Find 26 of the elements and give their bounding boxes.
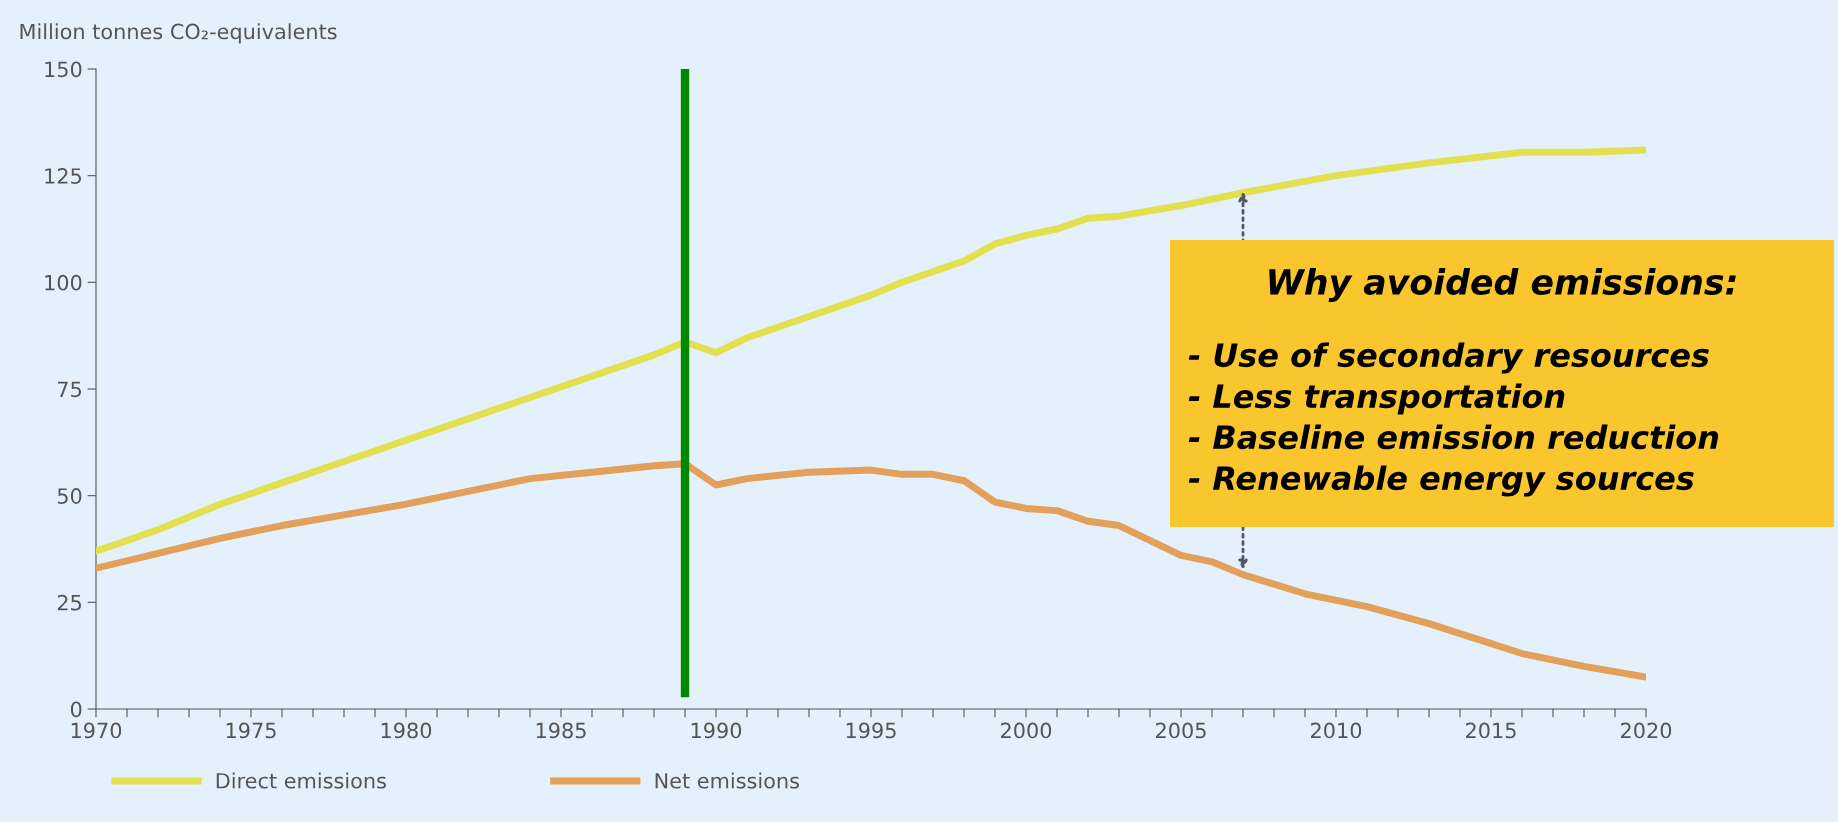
annotation: - Renewable energy sources: [1188, 465, 1694, 497]
x-tick-label: 1995: [846, 722, 896, 739]
annotation: Why avoided emissions:: [1269, 268, 1736, 302]
y-tick-label: 150: [45, 61, 82, 78]
y-tick-label: 25: [57, 594, 81, 611]
x-tick-label: 2020: [1621, 722, 1672, 739]
y-tick-label: 125: [45, 168, 81, 184]
x-tick-label: 2015: [1466, 722, 1516, 739]
y-tick-label: 0: [70, 701, 82, 718]
x-tick-label: 1990: [691, 722, 742, 739]
legend-label: Net emissions: [655, 772, 799, 789]
x-tick-label: 1975: [226, 722, 276, 739]
x-tick-label: 1980: [381, 722, 432, 739]
x-tick-label: 1985: [536, 722, 586, 739]
x-tick-label: 2010: [1311, 722, 1362, 739]
y-axis-title: Million tonnes CO₂-equivalents: [20, 23, 337, 44]
legend-label: Direct emissions: [216, 772, 386, 789]
annotation: - Use of secondary resources: [1188, 342, 1709, 374]
y-tick-label: 75: [58, 381, 81, 398]
x-tick-label: 1970: [71, 722, 122, 739]
y-tick-label: 50: [57, 488, 82, 504]
x-tick-label: 2000: [1001, 722, 1052, 739]
annotation: - Less transportation: [1188, 383, 1565, 415]
x-tick-label: 2005: [1156, 722, 1206, 739]
annotation: - Baseline emission reduction: [1188, 424, 1719, 450]
y-tick-label: 100: [45, 274, 82, 291]
